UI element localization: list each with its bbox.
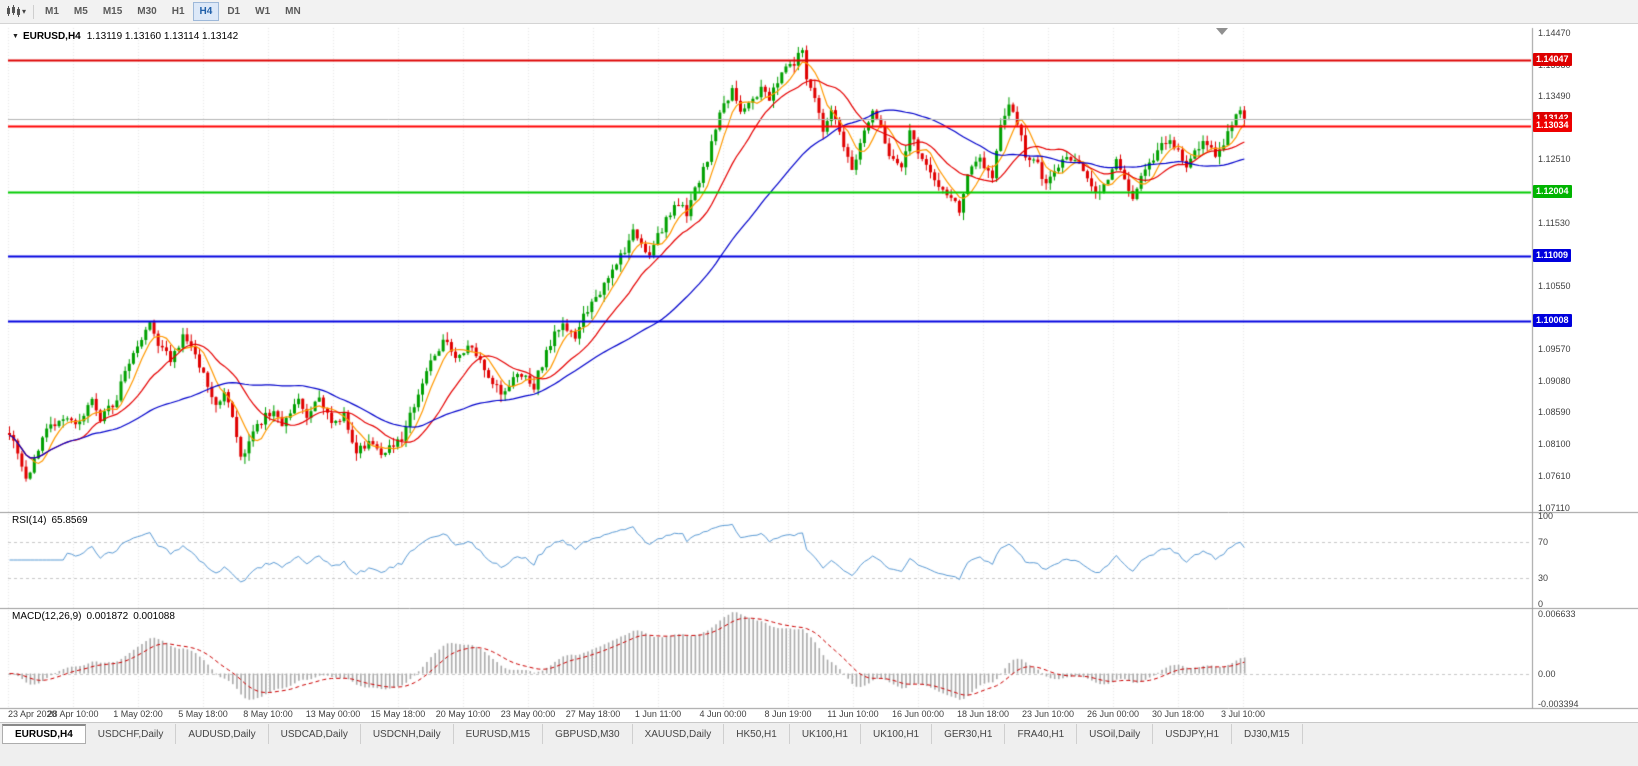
chart-tab-usdcad-daily[interactable]: USDCAD,Daily [268,724,361,744]
timeframe-button-m15[interactable]: M15 [102,6,123,17]
toolbar-separator [33,4,35,19]
chart-tab-uk100-h1[interactable]: UK100,H1 [789,724,861,744]
chart-tab-eurusd-h4[interactable]: EURUSD,H4 [2,724,86,744]
chart-tab-xauusd-daily[interactable]: XAUUSD,Daily [632,724,725,744]
macd-label: MACD(12,26,9) [12,611,82,622]
chart-tab-ger30-h1[interactable]: GER30,H1 [932,724,1006,744]
timeframe-button-d1[interactable]: D1 [227,6,241,17]
chart-tab-audusd-daily[interactable]: AUDUSD,Daily [176,724,269,744]
chart-tab-usdjpy-h1[interactable]: USDJPY,H1 [1153,724,1233,744]
chart-tab-fra40-h1[interactable]: FRA40,H1 [1005,724,1078,744]
chart-type-icon[interactable] [4,4,22,20]
chart-tab-uk100-h1[interactable]: UK100,H1 [860,724,933,744]
chart-tab-gbpusd-m30[interactable]: GBPUSD,M30 [543,724,633,744]
chart-tab-eurusd-m15[interactable]: EURUSD,M15 [453,724,544,744]
scroll-shift-marker-icon [1216,28,1228,35]
timeframe-button-h1[interactable]: H1 [171,6,185,17]
timeframe-button-h4[interactable]: H4 [192,2,220,21]
rsi-indicator-title: RSI(14) 65.8569 [12,515,93,526]
timeframe-toolbar: ▾ M1 M5 M15 M30 H1 H4 D1 W1 MN [0,0,1638,24]
macd-main-value: 0.001872 [86,611,129,622]
chart-ohlc-values: 1.13119 1.13160 1.13114 1.13142 [86,31,239,42]
timeframe-button-m1[interactable]: M1 [45,6,59,17]
chart-tab-dj30-m15[interactable]: DJ30,M15 [1232,724,1303,744]
timeframe-button-m5[interactable]: M5 [73,6,88,17]
rsi-label: RSI(14) [12,515,47,526]
chart-context-arrow-icon[interactable]: ▼ [12,33,19,40]
macd-indicator-title: MACD(12,26,9) 0.001872 0.001088 [12,611,180,622]
chart-tab-usoil-daily[interactable]: USOil,Daily [1077,724,1154,744]
chart-tab-bar: EURUSD,H4 USDCHF,Daily AUDUSD,Daily USDCAD,… [0,722,1638,766]
rsi-value: 65.8569 [51,515,88,526]
timeframe-buttons-group: M1 M5 M15 M30 H1 H4 D1 W1 MN [38,2,309,21]
candlestick-glyph [6,5,20,17]
chart-tab-usdcnh-daily[interactable]: USDCNH,Daily [360,724,454,744]
chart-symbol-label: EURUSD,H4 [22,31,81,42]
chart-type-dropdown-icon[interactable]: ▾ [22,7,27,16]
chart-tab-usdchf-daily[interactable]: USDCHF,Daily [85,724,177,744]
timeframe-button-w1[interactable]: W1 [255,6,271,17]
timeframe-button-mn[interactable]: MN [285,6,301,17]
chart-title: ▼ EURUSD,H4 1.13119 1.13160 1.13114 1.1314… [12,31,238,42]
chart-tab-hk50-h1[interactable]: HK50,H1 [724,724,790,744]
timeframe-button-m30[interactable]: M30 [137,6,157,17]
macd-signal-value: 0.001088 [133,611,175,622]
